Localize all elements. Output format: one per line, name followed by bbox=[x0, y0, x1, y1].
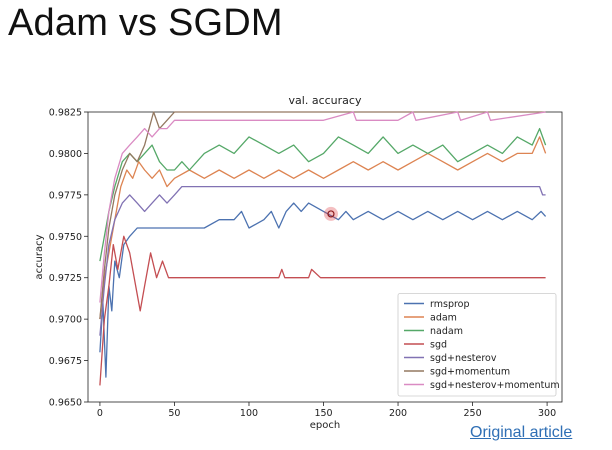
y-axis-ticks: 0.9650 0.9675 0.9700 0.9725 0.9750 0.9775 0.98… bbox=[49, 108, 88, 409]
y-tick-label: 0.9750 bbox=[49, 232, 82, 243]
series-line-sgd-momentum bbox=[99, 111, 546, 320]
legend-entry: sgd+nesterov+momentum bbox=[430, 380, 560, 391]
slide-title: Adam vs SGDM bbox=[8, 2, 283, 44]
x-tick-label: 0 bbox=[97, 408, 103, 419]
legend: rmsprop adam nadam sgd sgd+nesterov sgd+momen… bbox=[397, 293, 560, 397]
series-line-rmsprop bbox=[99, 202, 547, 378]
x-axis-ticks: 0 50 100 150 200 250 300 bbox=[97, 402, 556, 419]
highlight-marker bbox=[323, 206, 338, 221]
y-tick-label: 0.9675 bbox=[49, 356, 82, 367]
legend-entry: sgd bbox=[430, 340, 447, 351]
legend-entry: rmsprop bbox=[430, 299, 470, 310]
y-tick-label: 0.9825 bbox=[49, 108, 82, 119]
series-line-sgd-nesterov-momentum bbox=[99, 111, 546, 303]
y-tick-label: 0.9700 bbox=[49, 315, 82, 326]
x-tick-label: 250 bbox=[463, 408, 481, 419]
legend-box bbox=[397, 293, 557, 397]
legend-entry: sgd+nesterov bbox=[430, 353, 497, 364]
x-tick-label: 300 bbox=[538, 408, 556, 419]
x-axis-label: epoch bbox=[310, 420, 340, 431]
series-lines bbox=[99, 111, 547, 386]
chart-container: val. accuracy 0.9650 0.9675 0.9700 0.9725 0.… bbox=[32, 90, 592, 435]
accuracy-line-chart: val. accuracy 0.96500.96750.97000.97250.… bbox=[34, 94, 563, 431]
series-line-sgd-nesterov bbox=[99, 185, 546, 336]
y-tick-label: 0.9725 bbox=[49, 273, 82, 284]
legend-entry: adam bbox=[430, 313, 457, 324]
y-tick-label: 0.9800 bbox=[49, 149, 82, 160]
x-tick-label: 50 bbox=[168, 408, 180, 419]
series-line-nadam bbox=[99, 127, 547, 262]
marker-halo bbox=[323, 206, 338, 221]
original-article-link[interactable]: Original article bbox=[470, 424, 573, 441]
x-tick-label: 200 bbox=[389, 408, 407, 419]
legend-entry: nadam bbox=[430, 326, 463, 337]
y-tick-label: 0.9650 bbox=[49, 398, 82, 409]
x-tick-label: 100 bbox=[240, 408, 258, 419]
marker-dot bbox=[327, 210, 335, 218]
legend-entry: sgd+momentum bbox=[430, 367, 510, 378]
series-line-sgd bbox=[99, 235, 546, 386]
series-line-adam bbox=[99, 136, 547, 320]
chart-title: val. accuracy bbox=[289, 94, 362, 107]
y-tick-label: 0.9775 bbox=[49, 190, 82, 201]
x-tick-label: 150 bbox=[314, 408, 332, 419]
y-axis-label: accuracy bbox=[34, 234, 45, 279]
